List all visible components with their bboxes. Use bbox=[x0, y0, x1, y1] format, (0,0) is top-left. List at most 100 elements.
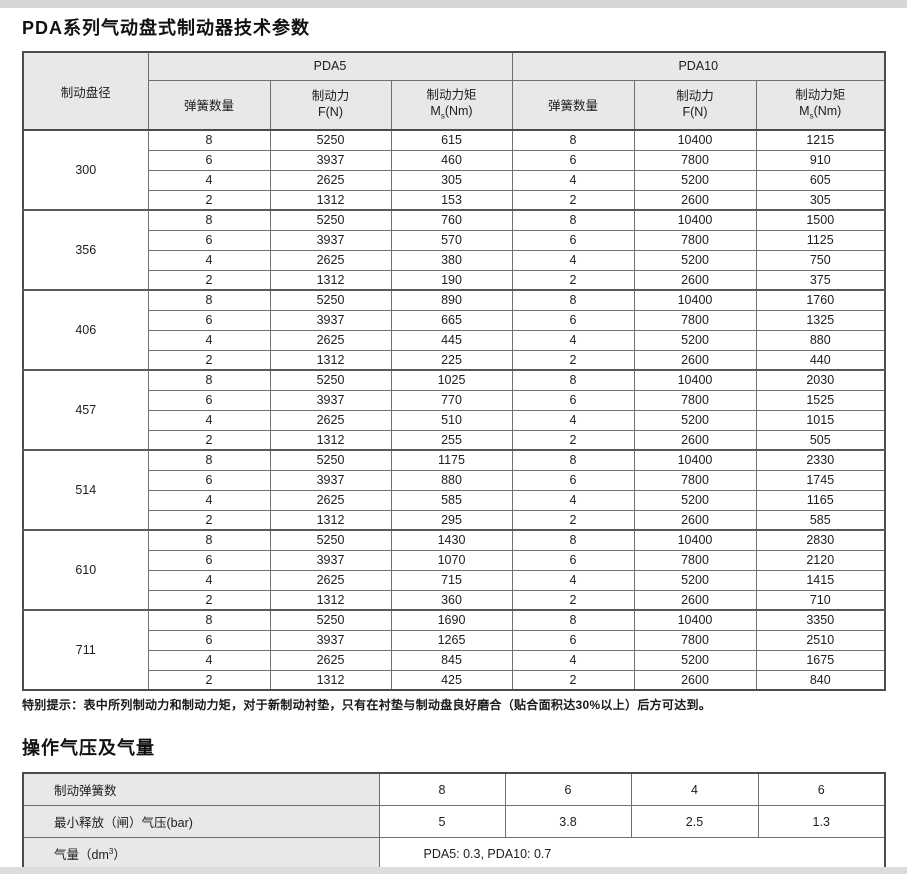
spec-row: 6 3937 1070 6 7800 2120 bbox=[23, 549, 886, 571]
pda5-spring-cell: 2 bbox=[147, 669, 271, 691]
spec-row: 2 1312 425 2 2600 840 bbox=[23, 669, 886, 691]
pda5-force-cell: 5250 bbox=[269, 609, 392, 631]
release-pressure-value: 2.5 bbox=[630, 805, 759, 838]
pda10-spring-cell: 2 bbox=[511, 269, 635, 291]
pda10-spring-cell: 6 bbox=[511, 629, 635, 651]
spring-count-value: 8 bbox=[378, 772, 506, 806]
pda10-torque-cell: 1015 bbox=[755, 409, 886, 431]
pda10-force-cell: 10400 bbox=[633, 609, 757, 631]
pda5-torque-cell: 1265 bbox=[390, 629, 513, 651]
pda10-force-cell: 2600 bbox=[633, 269, 757, 291]
pda5-spring-cell: 4 bbox=[147, 249, 271, 271]
pda5-spring-cell: 2 bbox=[147, 269, 271, 291]
pda10-spring-cell: 8 bbox=[511, 369, 635, 391]
pda10-spring-cell: 2 bbox=[511, 429, 635, 451]
pda5-force-cell: 2625 bbox=[269, 169, 392, 191]
pda10-force-cell: 5200 bbox=[633, 649, 757, 671]
pda10-torque-cell: 3350 bbox=[755, 609, 886, 631]
pda10-torque-cell: 880 bbox=[755, 329, 886, 351]
spec-row: 711 8 5250 1690 8 10400 3350 bbox=[22, 609, 886, 691]
spec-row: 4 2625 380 4 5200 750 bbox=[23, 249, 886, 271]
pda10-force-header: 制动力 F(N) bbox=[633, 79, 757, 131]
air-volume-label: 气量（dm3） bbox=[22, 837, 380, 871]
pda5-force-cell: 5250 bbox=[269, 529, 392, 551]
spec-row: 4 2625 845 4 5200 1675 bbox=[23, 649, 886, 671]
pda5-force-cell: 3937 bbox=[269, 629, 392, 651]
pda10-torque-cell: 2830 bbox=[755, 529, 886, 551]
pda10-torque-cell: 1165 bbox=[755, 489, 886, 511]
spec-row: 610 8 5250 1430 8 10400 2830 bbox=[22, 529, 886, 611]
pda5-spring-cell: 2 bbox=[147, 509, 271, 531]
pda10-torque-cell: 1760 bbox=[755, 289, 886, 311]
pda5-force-cell: 3937 bbox=[269, 389, 392, 411]
pda5-spring-cell: 6 bbox=[147, 309, 271, 331]
pda5-force-cell: 1312 bbox=[269, 269, 392, 291]
pda10-force-cell: 5200 bbox=[633, 249, 757, 271]
pda10-torque-cell: 375 bbox=[755, 269, 886, 291]
pda5-spring-cell: 4 bbox=[147, 649, 271, 671]
sub-header-row: 弹簧数量 制动力 F(N) 制动力矩 Ms(Nm) 弹簧数量 制 bbox=[23, 79, 886, 131]
air-volume-value: PDA5: 0.3, PDA10: 0.7 bbox=[378, 837, 886, 871]
pda5-spring-cell: 8 bbox=[147, 289, 271, 311]
torque-label: 制动力矩 bbox=[426, 88, 477, 103]
pda10-torque-cell: 585 bbox=[755, 509, 886, 531]
diameter-cell: 610 bbox=[22, 529, 149, 611]
spec-row: 6 3937 665 6 7800 1325 bbox=[23, 309, 886, 331]
pda5-torque-cell: 295 bbox=[390, 509, 513, 531]
pda5-torque-cell: 425 bbox=[390, 669, 513, 691]
pda10-spring-cell: 2 bbox=[511, 189, 635, 211]
diameter-cell: 406 bbox=[22, 289, 149, 371]
pda5-torque-cell: 510 bbox=[390, 409, 513, 431]
pda5-torque-cell: 1070 bbox=[390, 549, 513, 571]
pda10-force-cell: 2600 bbox=[633, 349, 757, 371]
pda10-torque-cell: 840 bbox=[755, 669, 886, 691]
spec-row: 514 8 5250 1175 8 10400 2330 bbox=[22, 449, 886, 531]
force-unit: F(N) bbox=[318, 104, 343, 119]
pda10-force-cell: 5200 bbox=[633, 409, 757, 431]
pda10-force-cell: 7800 bbox=[633, 229, 757, 251]
release-pressure-label: 最小释放（闸）气压(bar) bbox=[22, 805, 380, 838]
pda5-torque-cell: 585 bbox=[390, 489, 513, 511]
spring-count-value: 6 bbox=[757, 772, 886, 806]
pda10-spring-cell: 4 bbox=[511, 569, 635, 591]
pda5-force-cell: 5250 bbox=[269, 289, 392, 311]
pda5-torque-header: 制动力矩 Ms(Nm) bbox=[390, 79, 513, 131]
diameter-cell: 356 bbox=[22, 209, 149, 291]
pda10-force-cell: 2600 bbox=[633, 509, 757, 531]
pda5-torque-cell: 770 bbox=[390, 389, 513, 411]
pda10-force-cell: 10400 bbox=[633, 449, 757, 471]
spec-row: 6 3937 770 6 7800 1525 bbox=[23, 389, 886, 411]
pda5-spring-cell: 2 bbox=[147, 349, 271, 371]
pda10-torque-cell: 1500 bbox=[755, 209, 886, 231]
pda5-torque-cell: 190 bbox=[390, 269, 513, 291]
pda5-force-cell: 1312 bbox=[269, 429, 392, 451]
pda5-spring-cell: 2 bbox=[147, 429, 271, 451]
pda10-force-cell: 7800 bbox=[633, 629, 757, 651]
pda5-force-cell: 2625 bbox=[269, 569, 392, 591]
spec-row: 6 3937 1265 6 7800 2510 bbox=[23, 629, 886, 651]
torque-label: 制动力矩 bbox=[795, 88, 846, 103]
pda10-force-cell: 10400 bbox=[633, 129, 757, 151]
pda5-spring-cell: 8 bbox=[147, 369, 271, 391]
pda5-spring-cell: 6 bbox=[147, 469, 271, 491]
pda10-springs-header: 弹簧数量 bbox=[511, 79, 635, 131]
pda10-spring-cell: 4 bbox=[511, 249, 635, 271]
pda10-force-cell: 7800 bbox=[633, 149, 757, 171]
pda5-force-cell: 3937 bbox=[269, 149, 392, 171]
pda5-force-cell: 1312 bbox=[269, 509, 392, 531]
pda10-spring-cell: 6 bbox=[511, 389, 635, 411]
spec-row: 6 3937 460 6 7800 910 bbox=[23, 149, 886, 171]
pda5-torque-cell: 360 bbox=[390, 589, 513, 611]
spec-row: 2 1312 255 2 2600 505 bbox=[23, 429, 886, 451]
air-volume-row: 气量（dm3） PDA5: 0.3, PDA10: 0.7 bbox=[22, 837, 886, 871]
pda5-spring-cell: 4 bbox=[147, 409, 271, 431]
pda10-torque-cell: 750 bbox=[755, 249, 886, 271]
spring-count-label: 制动弹簧数 bbox=[22, 772, 380, 806]
special-note: 特别提示：表中所列制动力和制动力矩，对于新制动衬垫，只有在衬垫与制动盘良好磨合（… bbox=[22, 698, 712, 712]
pda5-force-cell: 1312 bbox=[269, 189, 392, 211]
pda5-torque-cell: 380 bbox=[390, 249, 513, 271]
spring-count-value: 6 bbox=[504, 772, 632, 806]
pda5-torque-cell: 570 bbox=[390, 229, 513, 251]
pda5-torque-cell: 715 bbox=[390, 569, 513, 591]
pda5-force-cell: 1312 bbox=[269, 589, 392, 611]
